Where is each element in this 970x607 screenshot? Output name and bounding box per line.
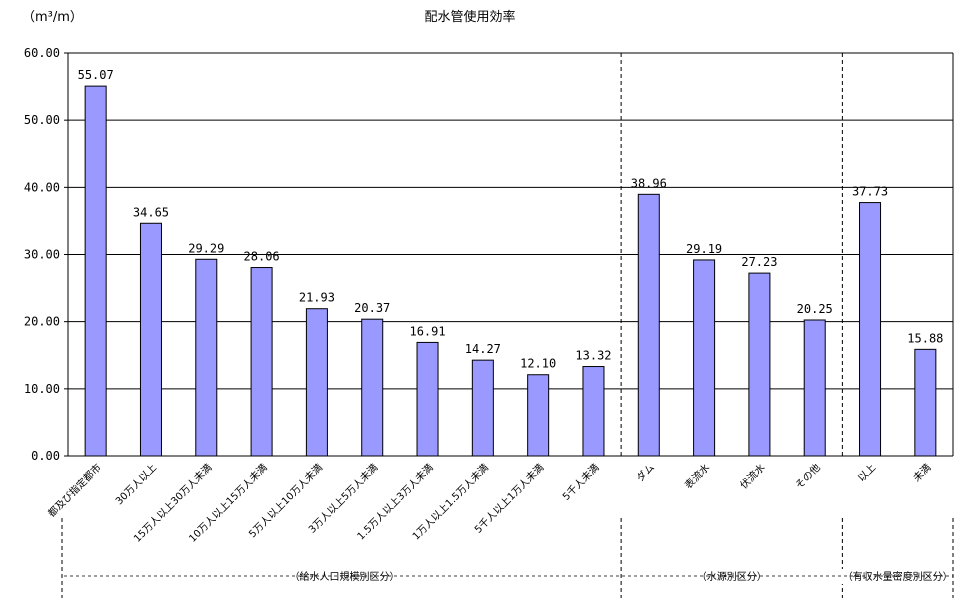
- bar: [361, 318, 384, 457]
- data-label: 12.10: [520, 357, 556, 371]
- bars: [84, 85, 937, 457]
- y-tick-label: 0.00: [31, 449, 60, 463]
- category-label: 表流水: [682, 461, 712, 491]
- bar: [859, 202, 882, 457]
- data-label: 16.91: [409, 324, 445, 338]
- bar: [914, 348, 937, 457]
- y-tick-label: 40.00: [24, 180, 60, 194]
- group-label-background: [692, 569, 771, 584]
- category-label: ダム: [634, 461, 657, 484]
- category-label: 未満: [911, 462, 934, 485]
- group-separators: （給水人口規模別区分） （水源別区分） （有収水量密度別区分）: [61, 53, 957, 598]
- data-label: 21.93: [299, 291, 335, 305]
- data-label: 20.37: [354, 301, 390, 315]
- category-label: 以上: [856, 462, 879, 485]
- data-label: 13.32: [575, 349, 611, 363]
- category-labels: 都及び指定都市 30万人以上15万人以上30万人未満10万人以上15万人未満5万人…: [45, 461, 933, 545]
- chart-title: 配水管使用効率: [424, 9, 515, 25]
- data-label: 29.19: [686, 242, 722, 256]
- group-label: （給水人口規模別区分）: [290, 570, 400, 583]
- category-label: 都及び指定都市: [45, 461, 104, 520]
- data-label: 20.25: [797, 302, 833, 316]
- bar: [748, 272, 771, 457]
- y-tick-label: 10.00: [24, 382, 60, 396]
- y-tick-label: 30.00: [24, 248, 60, 262]
- group-label-background: [285, 569, 404, 584]
- group-label-background: [838, 569, 957, 584]
- data-label: 28.06: [244, 250, 280, 264]
- data-label: 55.07: [78, 68, 114, 82]
- data-label: 34.65: [133, 205, 169, 219]
- bar: [195, 258, 218, 457]
- data-labels: 55.07 34.65 29.29 28.06 21.93 20.37 16.91 14.27…: [78, 68, 944, 371]
- data-label: 29.29: [188, 241, 224, 255]
- unit-label: （m³/m）: [22, 10, 83, 25]
- data-label: 27.23: [741, 255, 777, 269]
- bar: [471, 359, 494, 457]
- category-label: 伏流水: [737, 461, 767, 491]
- category-label: 30万人以上: [113, 462, 159, 508]
- data-label: 14.27: [465, 342, 501, 356]
- data-label: 15.88: [907, 331, 943, 345]
- bar: [637, 193, 660, 457]
- bar: [416, 341, 439, 457]
- bar: [84, 85, 107, 457]
- bar: [803, 319, 826, 457]
- bar: [527, 374, 550, 457]
- bar: [305, 308, 328, 457]
- y-tick-label: 60.00: [24, 46, 60, 60]
- group-label: （水源別区分）: [697, 570, 767, 583]
- data-label: 37.73: [852, 185, 888, 199]
- y-tick-label: 50.00: [24, 113, 60, 127]
- bar: [582, 366, 605, 457]
- group-label: （有収水量密度別区分）: [843, 570, 953, 583]
- data-label: 38.96: [631, 176, 667, 190]
- bar: [693, 259, 716, 457]
- y-axis-ticks: 0.00 10.00 20.00 30.00 40.00 50.00 60.00: [24, 46, 60, 463]
- category-label: その他: [792, 461, 822, 491]
- bar: [250, 267, 273, 457]
- category-label: 5千人未満: [560, 462, 601, 503]
- y-tick-label: 20.00: [24, 315, 60, 329]
- bar: [139, 222, 162, 457]
